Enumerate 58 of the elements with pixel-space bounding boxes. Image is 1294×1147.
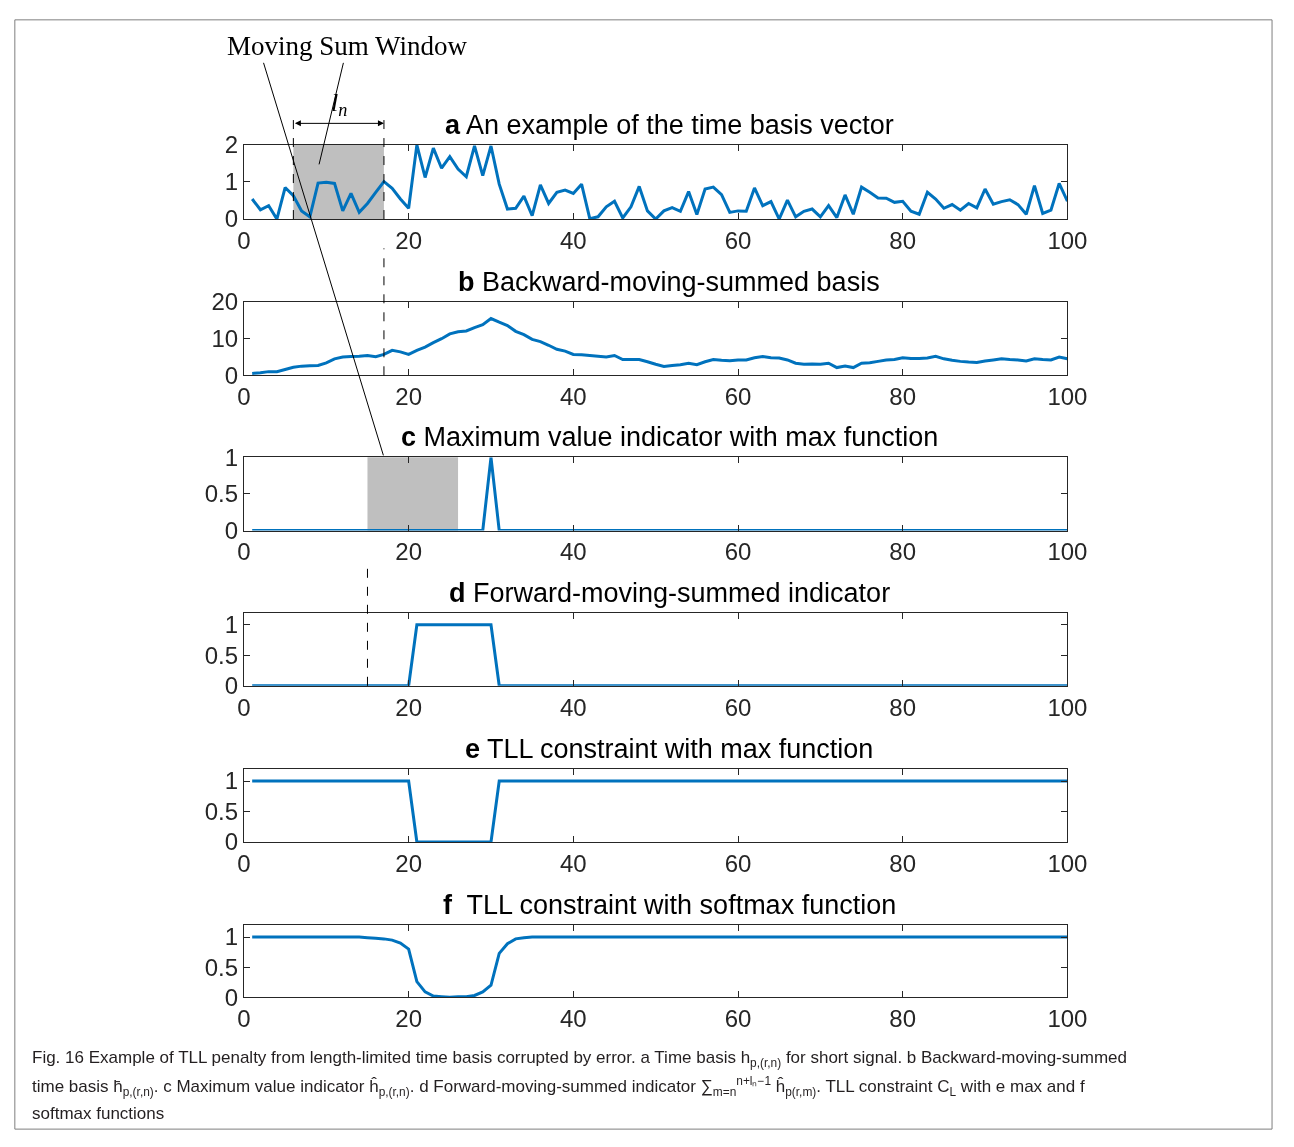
y-tick-label: 0.5: [204, 641, 239, 669]
x-tick-label: 20: [395, 538, 422, 566]
chart-title: b Backward-moving-summed basis: [458, 267, 880, 297]
x-tick-label: 40: [559, 693, 587, 721]
y-tick-label: 0: [224, 516, 239, 544]
x-tick-label: 100: [1047, 383, 1088, 411]
x-tick-label: 40: [559, 383, 587, 411]
y-tick-label: 1: [224, 611, 239, 639]
caption: Fig. 16 Example of TLL penalty from length-limited time basis corrupted by error. a Time basis h$_{p,(r,n)}$ for short signal. b Backward-moving-summed: [32, 1048, 1127, 1070]
x-tick-label: 40: [559, 1005, 587, 1033]
y-tick-label: 2: [224, 131, 239, 159]
x-tick-label: 100: [1047, 226, 1088, 254]
chart-title: c Maximum value indicator with max function: [401, 422, 939, 452]
x-tick-label: 60: [724, 538, 752, 566]
x-tick-label: 60: [724, 1005, 752, 1033]
x-tick-label: 60: [724, 693, 752, 721]
chart-title: a An example of the time basis vector: [445, 110, 894, 140]
y-tick-label: 1: [224, 923, 239, 951]
x-tick-label: 20: [395, 1005, 422, 1033]
y-tick-label: 0: [224, 983, 239, 1011]
chart-title: f TLL constraint with softmax function: [443, 890, 897, 920]
y-tick-label: 10: [211, 325, 239, 353]
chart-title: e TLL constraint with max function: [465, 734, 874, 764]
x-tick-label: 40: [559, 226, 587, 254]
x-tick-label: 60: [724, 383, 752, 411]
x-tick-label: 80: [889, 849, 917, 877]
y-tick-label: 0: [224, 828, 239, 856]
y-tick-label: 0: [224, 361, 239, 389]
text: Moving Sum Window: [227, 31, 468, 61]
x-tick-label: 80: [889, 226, 917, 254]
text: time basis h̄$_{p,(r,n)}$. c Maximum value indicator ĥ$_{p,(r,n)}$. d Forward-moving-summed indicator ∑$_{m=n}$$^{n+lₙ−1}$ ĥ$_{p(r,m)}$. TLL constraint C$_{L}$ with e max and f: [32, 1074, 1085, 1099]
x-tick-label: 100: [1047, 849, 1088, 877]
x-tick-label: 40: [559, 538, 587, 566]
x-tick-label: 20: [395, 849, 422, 877]
y-tick-label: 1: [224, 767, 239, 795]
x-tick-label: 100: [1047, 1005, 1088, 1033]
y-tick-label: 0: [224, 672, 239, 700]
y-tick-label: 0.5: [204, 953, 239, 981]
x-tick-label: 60: [724, 849, 752, 877]
y-tick-label: 0: [224, 205, 239, 233]
y-tick-label: 1: [224, 443, 239, 471]
y-tick-label: 0.5: [204, 480, 239, 508]
x-tick-label: 80: [889, 693, 917, 721]
chart-title: d Forward-moving-summed indicator: [449, 578, 891, 608]
x-tick-label: 20: [395, 383, 422, 411]
x-tick-label: 20: [395, 226, 422, 254]
x-tick-label: 20: [395, 693, 422, 721]
y-tick-label: 1: [224, 168, 239, 196]
y-tick-label: 20: [211, 288, 239, 316]
text: softmax functions: [32, 1104, 165, 1123]
x-tick-label: 80: [889, 383, 917, 411]
x-tick-label: 60: [724, 226, 752, 254]
x-tick-label: 80: [889, 538, 917, 566]
x-tick-label: 100: [1047, 693, 1088, 721]
y-tick-label: 0.5: [204, 797, 239, 825]
x-tick-label: 40: [559, 849, 587, 877]
x-tick-label: 100: [1047, 538, 1088, 566]
x-tick-label: 80: [889, 1005, 917, 1033]
